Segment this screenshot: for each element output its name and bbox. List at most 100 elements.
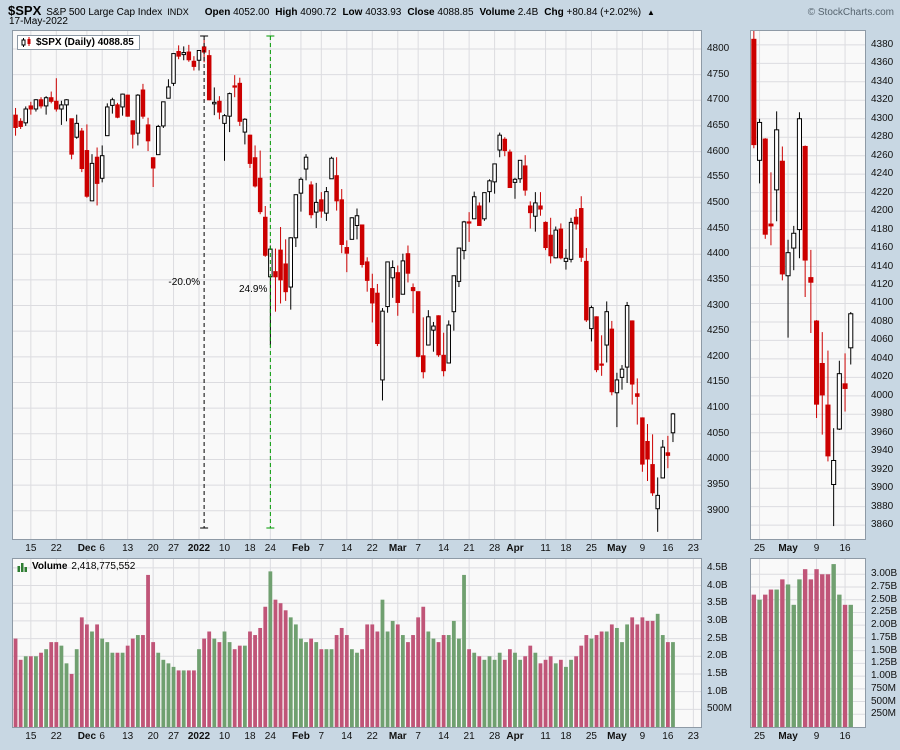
close-value: 4088.85: [437, 7, 474, 18]
mini-price-axis-label: 4380: [871, 38, 894, 50]
volume-axis-label: 4.5B: [707, 561, 728, 573]
mini-price-panel: [750, 30, 866, 540]
date-axis-label: 13: [122, 543, 134, 554]
volume-axis-label: 3.5B: [707, 597, 728, 609]
mini-price-axis-label: 4300: [871, 112, 894, 124]
mini-price-axis-label: 4020: [871, 371, 894, 383]
date-axis-label: 21: [463, 543, 475, 554]
price-axis-label: 4350: [707, 273, 730, 285]
price-axis-label: 4800: [707, 42, 730, 54]
date-axis-label: 22: [366, 543, 378, 554]
mini-date-axis-label: May: [778, 543, 798, 554]
mini-volume-panel: [750, 558, 866, 728]
price-axis-label: 4200: [707, 350, 730, 362]
volume-legend-value: 2,418,775,552: [71, 561, 136, 572]
date-axis-label: Dec: [77, 731, 97, 742]
chg-value: +80.84 (+2.02%): [566, 7, 642, 18]
volume-axis-label: 4.0B: [707, 579, 728, 591]
price-axis-label: 4650: [707, 119, 730, 131]
svg-text:24.9%: 24.9%: [239, 284, 267, 295]
price-axis-label: 4550: [707, 171, 730, 183]
date-axis-label: 18: [244, 731, 256, 742]
mini-volume-axis-label: 250M: [871, 708, 897, 720]
date-axis-label: 22: [366, 731, 378, 742]
price-axis-label: 3950: [707, 479, 730, 491]
date-axis-label: 11: [540, 543, 551, 554]
date-axis-label: 7: [318, 731, 325, 742]
date-axis-label: 14: [438, 543, 450, 554]
chart-date: 17-May-2022: [9, 16, 68, 27]
mini-price-axis-label: 4120: [871, 279, 894, 290]
date-axis-label: 15: [25, 731, 37, 742]
date-axis-label: 11: [540, 731, 551, 742]
price-axis-label: 4100: [707, 402, 730, 414]
volume-axis-label: 3.0B: [707, 614, 728, 626]
date-axis-label: 20: [147, 731, 159, 742]
date-axis-label: 15: [25, 543, 37, 554]
price-axis-label: 4000: [707, 453, 730, 465]
date-axis-label: 18: [560, 543, 572, 554]
price-axis-label: 4600: [707, 145, 730, 157]
mini-volume-axis-label: 2.00B: [871, 619, 898, 631]
chg-label: Chg: [544, 7, 564, 18]
main-volume-panel: [12, 558, 702, 728]
open-value: 4052.00: [233, 7, 270, 18]
volume-legend: Volume 2,418,775,552: [17, 561, 135, 572]
mini-price-axis-label: 3860: [871, 519, 894, 531]
price-axis-label: 4700: [707, 94, 730, 106]
date-axis-label: 24: [264, 731, 276, 742]
mini-volume-axis-label: 2.50B: [871, 593, 898, 605]
mini-price-axis-label: 4200: [871, 205, 894, 217]
date-axis-label: Apr: [506, 543, 524, 554]
date-axis-label: 20: [147, 543, 159, 554]
date-axis-label: 10: [218, 543, 231, 554]
mini-date-axis-label: 9: [813, 731, 820, 742]
date-axis-label: 28: [489, 543, 501, 554]
mini-date-axis-label: 25: [753, 731, 766, 742]
date-axis-label: May: [607, 543, 627, 554]
date-axis-label: May: [607, 731, 627, 742]
mini-price-axis-label: 4360: [871, 57, 894, 69]
date-axis-label: 14: [438, 731, 450, 742]
price-axis-label: 4050: [707, 427, 730, 439]
price-axis-label: 4500: [707, 196, 730, 208]
date-axis-label: 18: [244, 543, 256, 554]
copyright: © StockCharts.com: [807, 7, 894, 18]
mini-price-axis-label: 4280: [871, 131, 894, 143]
price-axis-label: 4450: [707, 222, 730, 234]
price-axis-label: 4750: [707, 68, 730, 80]
mini-price-axis-label: 4160: [871, 242, 894, 254]
date-axis-label: 16: [662, 543, 674, 554]
mini-price-axis-label: 3920: [871, 463, 894, 475]
quote-strip: Open 4052.00 High 4090.72 Low 4033.93 Close…: [205, 7, 655, 18]
volume-axis-label: 500M: [707, 703, 733, 715]
chart-header: $SPX S&P 500 Large Cap Index INDX Open 4…: [8, 3, 894, 18]
mini-price-axis-label: 4320: [871, 94, 894, 106]
date-axis-label: 13: [122, 731, 134, 742]
main-price-chart: -20.0% 24.9%: [13, 31, 701, 539]
volume-value: 2.4B: [517, 7, 539, 18]
mini-date-axis-label: 9: [813, 543, 820, 554]
date-axis-label: Mar: [388, 543, 407, 554]
volume-axis-label: 1.5B: [707, 667, 728, 679]
date-axis-label: 6: [99, 543, 105, 554]
date-axis-label: 27: [167, 543, 180, 554]
mini-price-axis-label: 4340: [871, 75, 894, 87]
volume-axis-label: 1.0B: [707, 685, 728, 697]
mini-price-axis-label: 3880: [871, 500, 894, 512]
date-axis-label: 21: [463, 731, 475, 742]
main-price-panel: -20.0% 24.9%: [12, 30, 702, 540]
mini-price-axis-label: 3980: [871, 408, 894, 420]
date-axis-label: 14: [341, 543, 353, 554]
volume-axis-label: 2.0B: [707, 650, 728, 662]
date-axis-label: 23: [687, 731, 699, 742]
price-axis-label: 4400: [707, 248, 730, 260]
mini-volume-axis-label: 3.00B: [871, 568, 898, 580]
volume-axis-label: 2.5B: [707, 632, 728, 644]
date-axis-label: 23: [687, 543, 699, 554]
up-arrow-icon: ▲: [647, 8, 655, 17]
low-label: Low: [342, 7, 363, 18]
date-axis-label: 2022: [187, 731, 211, 742]
symbol-name: S&P 500 Large Cap Index: [46, 7, 163, 18]
mini-date-axis-label: 16: [839, 731, 851, 742]
